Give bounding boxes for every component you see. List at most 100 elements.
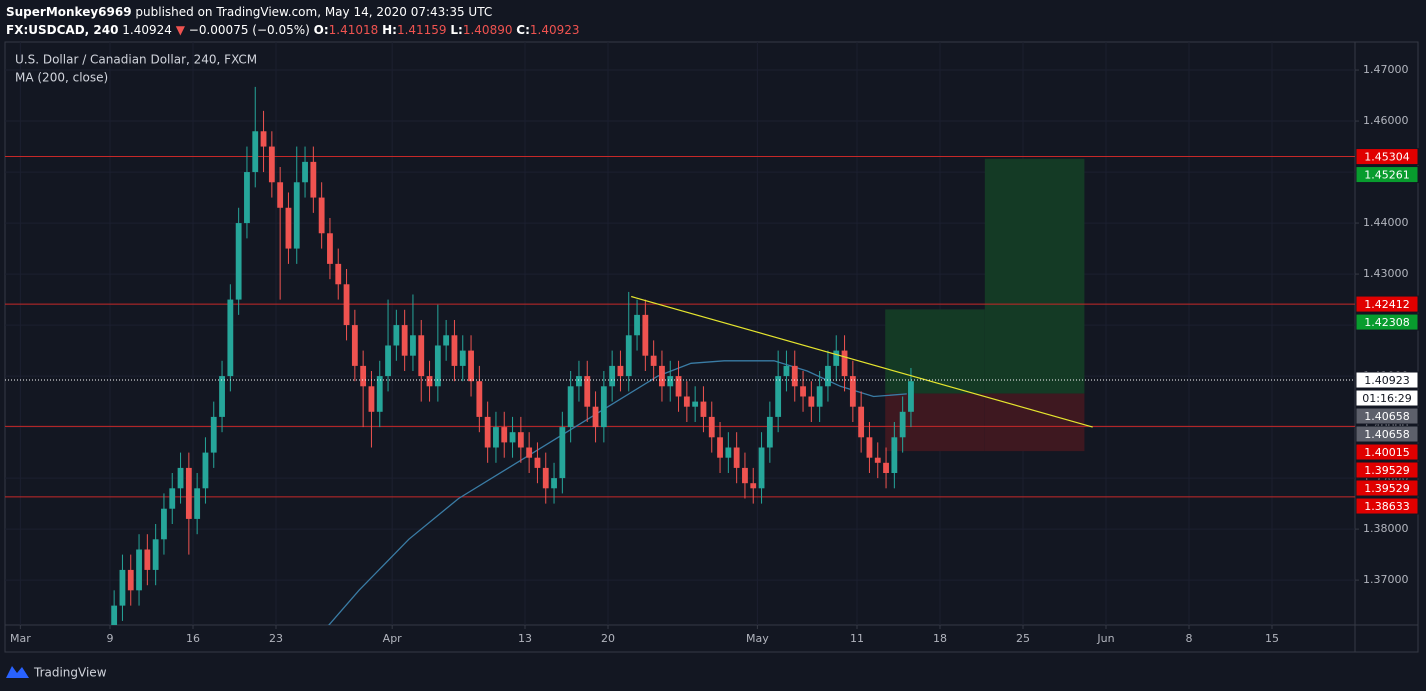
candle-body [426, 376, 433, 387]
candle-body [576, 376, 582, 387]
trend-line [631, 295, 1093, 428]
candle-body [542, 467, 549, 489]
candle-body [858, 406, 865, 438]
change-arrow: ▼ [176, 23, 186, 37]
axes: 1.370001.380001.390001.400001.410001.420… [10, 63, 1419, 645]
candle-body [119, 569, 126, 606]
y-tick-label: 1.44000 [1363, 216, 1409, 229]
y-tick-label: 1.46000 [1363, 114, 1409, 127]
candle-body [443, 335, 450, 346]
candle-body [310, 161, 317, 198]
candle-body [493, 427, 499, 448]
candle-body [335, 263, 342, 285]
chart-frame [4, 41, 1419, 653]
candle-body [501, 427, 508, 443]
candle-body [708, 416, 715, 438]
price-tag-box [1355, 443, 1419, 461]
published: published on TradingView.com, May 14, 20… [135, 5, 492, 19]
price-tag: 1.42308 [1355, 313, 1419, 331]
candle-body [675, 376, 682, 397]
candle-body [169, 488, 176, 509]
candle-body [268, 146, 275, 183]
price-tag-box [1355, 461, 1419, 479]
candle-body [758, 447, 765, 489]
candle-body [161, 508, 167, 540]
candle-body [783, 365, 790, 377]
candle-body [725, 447, 732, 458]
candle-body [816, 386, 823, 407]
candle-body [874, 457, 881, 463]
candle-body [642, 314, 649, 356]
candle-body [202, 452, 209, 489]
low-value: 1.40890 [463, 23, 513, 37]
candle-body [459, 350, 466, 366]
candle-body [302, 161, 308, 183]
candle-body [559, 427, 566, 479]
price-tag-label: 1.42308 [1364, 316, 1410, 329]
price-tag-box [1355, 479, 1419, 497]
candle-body [717, 437, 723, 458]
candle-body [244, 172, 250, 224]
candle-body [260, 131, 267, 147]
x-tick-label: 8 [1185, 632, 1192, 645]
h-label: H: [382, 23, 397, 37]
x-tick-label: 11 [850, 632, 864, 645]
price-tag-label: 1.40923 [1364, 374, 1410, 387]
x-tick-label: 20 [601, 632, 615, 645]
position-profit [885, 309, 985, 394]
y-tick-label: 1.47000 [1363, 63, 1409, 76]
x-tick-label: 13 [518, 632, 532, 645]
candle-body [235, 223, 242, 300]
x-tick-label: 15 [1265, 632, 1279, 645]
candle-body [343, 284, 350, 326]
candle-body [592, 406, 599, 428]
candle-body [136, 549, 142, 591]
footer-brand: TradingView [33, 666, 107, 680]
price-tag-box [1355, 313, 1419, 331]
x-tick-label: Apr [383, 632, 403, 645]
candle-body [526, 447, 533, 458]
position-profit [984, 158, 1085, 394]
price-tag: 1.45261 [1355, 166, 1419, 184]
candle-body [667, 376, 674, 387]
price-tag-label: 1.45304 [1364, 151, 1410, 164]
price-tag-label: 1.40658 [1364, 410, 1410, 423]
candle-body [634, 314, 640, 336]
candle-body [584, 376, 591, 407]
plot [5, 42, 1355, 625]
candle-body [468, 350, 474, 382]
candle-body [617, 365, 624, 377]
price-tag: 1.40923 [1355, 371, 1419, 389]
candle-body [891, 437, 898, 474]
price-tag: 1.39529 [1355, 479, 1419, 497]
candle-body [476, 381, 483, 417]
author: SuperMonkey6969 [6, 5, 132, 19]
candle-body [833, 350, 840, 366]
price-tag-box [1355, 166, 1419, 184]
x-tick-label: 18 [933, 632, 947, 645]
candle-body [791, 365, 798, 387]
candle-body [227, 299, 234, 377]
y-tick-label: 1.37000 [1363, 573, 1409, 586]
candle-body [808, 396, 815, 407]
legend-ma: MA (200, close) [15, 71, 108, 85]
candle-body [277, 182, 284, 208]
candle-body [733, 447, 740, 468]
price-tag: 1.38633 [1355, 497, 1419, 515]
logo-icon [6, 666, 29, 678]
candle-body [692, 401, 699, 407]
close-value: 1.40923 [530, 23, 580, 37]
candle-body [451, 335, 458, 366]
price-tag: 1.45304 [1355, 148, 1419, 166]
candle-body [899, 411, 906, 438]
candle-body [883, 462, 889, 474]
symbol: FX:USDCAD, 240 [6, 23, 118, 37]
price-tag-box [1355, 497, 1419, 515]
o-label: O: [314, 23, 329, 37]
price-tag: 1.40658 [1355, 407, 1419, 425]
candle-body [252, 131, 259, 173]
price-tag: 1.42412 [1355, 295, 1419, 313]
candle-body [484, 416, 491, 448]
